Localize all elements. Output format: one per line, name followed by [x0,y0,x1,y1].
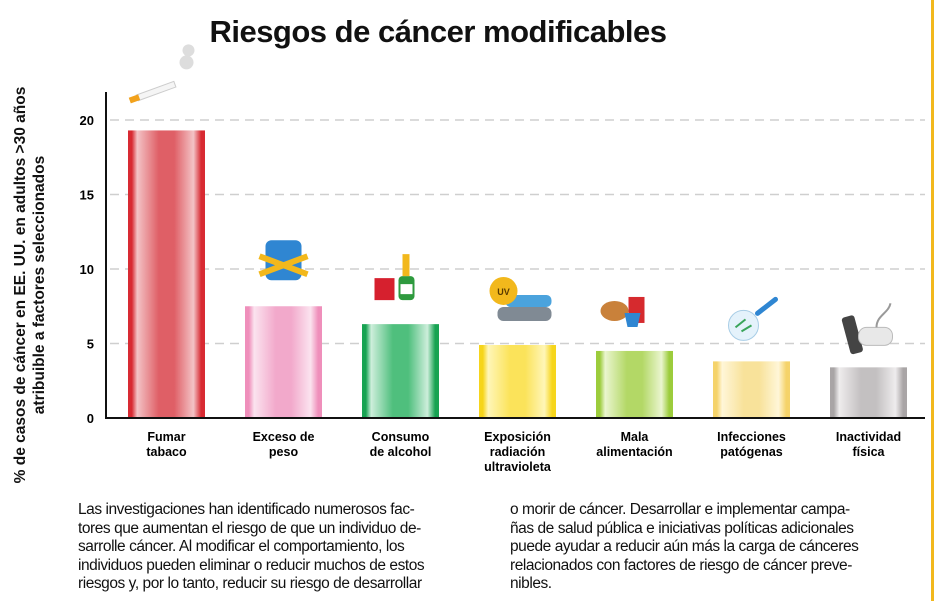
accent-divider [931,0,934,601]
x-tick-label: física [853,445,886,459]
x-tick-label: Exceso de [253,430,315,444]
text-line: nibles. [510,575,552,592]
text-line: individuos pueden eliminar o reducir muc… [78,556,425,574]
uv-tanning-bed-icon: UV [489,276,552,321]
x-tick-label: ultravioleta [484,460,552,474]
bar-5 [713,361,790,418]
y-tick-label: 0 [87,411,94,426]
text-line: Las investigaciones han identificado num… [78,501,415,518]
junk-food-icon [600,296,645,327]
petri-dish-icon [728,296,778,341]
y-tick-label: 5 [87,337,94,352]
cigarette-icon [128,44,195,104]
text-line: o morir de cáncer. Desarrollar e impleme… [510,501,850,518]
body-text-column-1: Las investigaciones han identificado num… [78,501,425,594]
text-line: sarrolle cáncer. Al modificar el comport… [78,538,405,555]
x-tick-label: Consumo [372,430,430,444]
bar-3 [479,344,556,418]
icons: UV [128,44,893,355]
bar-0 [128,130,205,418]
x-tick-label: alimentación [596,445,672,459]
x-tick-label: Inactividad [836,430,901,444]
bar-1 [245,306,322,418]
y-tick-label: 15 [80,188,94,203]
text-line: ñas de salud pública e iniciativas polít… [510,519,854,537]
bars [128,130,907,418]
chart-title: Riesgos de cáncer modificables [209,14,667,49]
text-line: riesgos y, por lo tanto, reducir su ries… [78,575,422,592]
bar-2 [362,324,439,418]
alcohol-icon [374,254,415,301]
axes [105,92,925,419]
y-tick-label: 10 [80,262,94,277]
text-line: tores que aumentan el riesgo de que un i… [78,519,421,537]
text-line: relacionados con factores de riesgo de c… [510,556,852,574]
x-tick-label: Fumar [147,430,185,444]
text-line: puede ayudar a reducir aún más la carga … [510,538,859,555]
x-tick-label: Exposición [484,430,551,444]
scale-icon [258,240,309,281]
x-tick-label: radiación [490,445,546,459]
x-tick-label: de alcohol [370,445,432,459]
remote-gamepad-icon [841,303,893,355]
bar-4 [596,350,673,418]
bar-6 [830,367,907,418]
x-tick-label: tabaco [146,445,187,459]
svg-text:UV: UV [497,287,510,297]
x-tick-label: Infecciones [717,430,786,444]
x-tick-label: peso [269,445,299,459]
x-tick-label: Mala [621,430,650,444]
body-text-column-2: o morir de cáncer. Desarrollar e impleme… [510,501,859,594]
x-tick-label: patógenas [720,445,783,459]
y-tick-label: 20 [80,113,94,128]
